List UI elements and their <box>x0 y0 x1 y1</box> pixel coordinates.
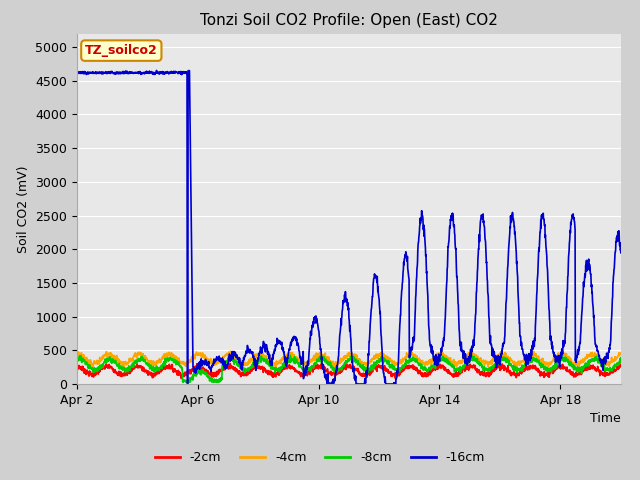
-8cm <box>323 359 331 364</box>
-8cm <box>179 379 187 385</box>
-2cm <box>73 361 81 367</box>
Y-axis label: Soil CO2 (mV): Soil CO2 (mV) <box>17 165 29 252</box>
-8cm <box>502 355 509 361</box>
Line: -4cm: -4cm <box>77 351 621 368</box>
Line: -2cm: -2cm <box>77 363 621 379</box>
-8cm <box>602 368 609 374</box>
-2cm <box>602 373 609 379</box>
-2cm <box>338 369 346 375</box>
-4cm <box>617 350 625 356</box>
-16cm <box>502 308 509 313</box>
-16cm <box>338 314 346 320</box>
-4cm <box>602 359 609 365</box>
-4cm <box>73 352 81 358</box>
-4cm <box>101 352 109 358</box>
Line: -8cm: -8cm <box>77 355 621 382</box>
Line: -16cm: -16cm <box>77 71 621 384</box>
-16cm <box>73 71 81 76</box>
-4cm <box>602 360 609 366</box>
-2cm <box>502 365 509 371</box>
-2cm <box>617 364 625 370</box>
-16cm <box>153 68 161 73</box>
-4cm <box>502 350 509 356</box>
-2cm <box>100 364 108 370</box>
-16cm <box>602 358 609 363</box>
-2cm <box>602 371 609 377</box>
-16cm <box>100 70 108 75</box>
-16cm <box>617 250 625 256</box>
-4cm <box>256 348 264 354</box>
-2cm <box>323 367 331 373</box>
-8cm <box>100 360 108 365</box>
X-axis label: Time: Time <box>590 412 621 425</box>
-8cm <box>602 367 609 372</box>
-4cm <box>338 357 346 363</box>
-8cm <box>73 357 81 362</box>
Text: TZ_soilco2: TZ_soilco2 <box>85 44 157 57</box>
-2cm <box>392 376 399 382</box>
-8cm <box>338 367 346 373</box>
-8cm <box>617 355 625 360</box>
-4cm <box>324 357 332 362</box>
-2cm <box>227 360 234 366</box>
-16cm <box>324 377 332 383</box>
Legend: -2cm, -4cm, -8cm, -16cm: -2cm, -4cm, -8cm, -16cm <box>150 446 490 469</box>
-16cm <box>184 381 191 387</box>
-4cm <box>89 365 97 371</box>
-16cm <box>602 361 609 367</box>
Title: Tonzi Soil CO2 Profile: Open (East) CO2: Tonzi Soil CO2 Profile: Open (East) CO2 <box>200 13 498 28</box>
-8cm <box>559 352 566 358</box>
